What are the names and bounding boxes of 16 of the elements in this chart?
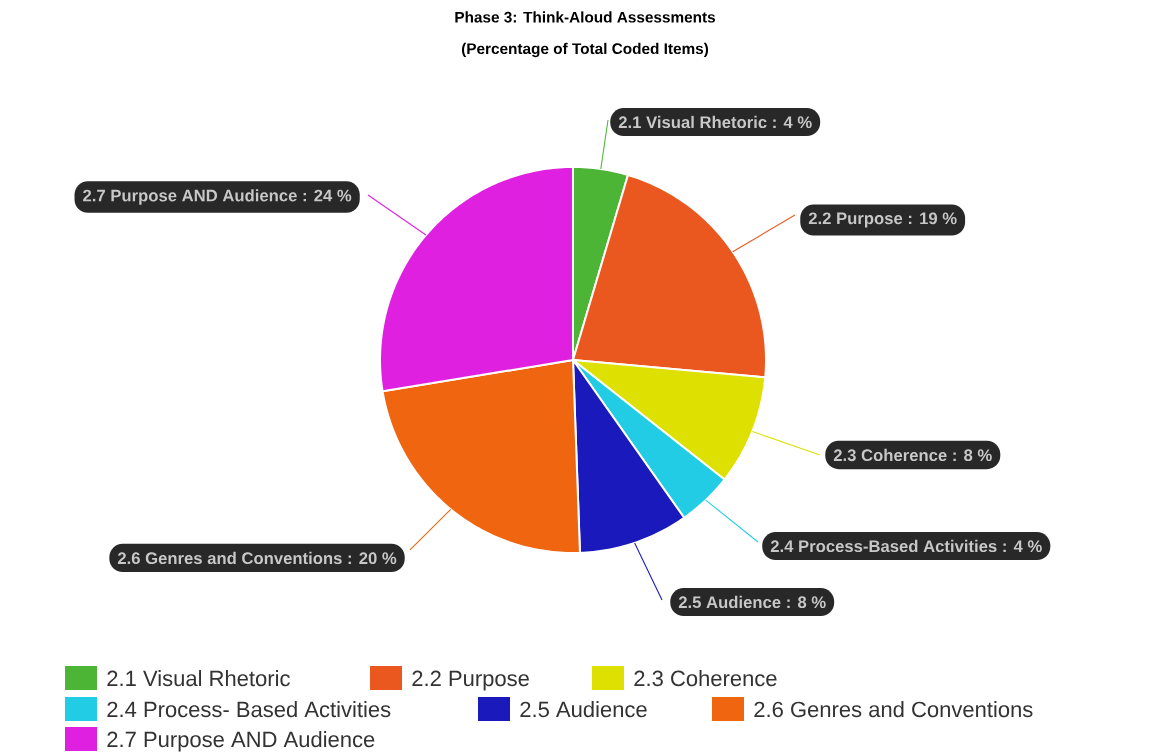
legend-label: 2.1 Visual Rhetoric bbox=[107, 670, 290, 687]
data-label: 2.7 Purpose AND Audience : 24 % bbox=[83, 189, 352, 205]
legend-label: 2.6 Genres and Conventions bbox=[754, 701, 1033, 718]
legend-label: 2.2 Purpose bbox=[412, 670, 529, 691]
data-label: 2.6 Genres and Conventions : 20 % bbox=[117, 551, 397, 565]
chart-title: Phase 3: Think-Aloud Assessments bbox=[455, 11, 716, 23]
legend-label: 2.5 Audience bbox=[520, 701, 647, 718]
chart-subtitle: (Percentage of Total Coded Items) bbox=[461, 42, 709, 58]
legend-label: 2.4 Process- Based Activities bbox=[107, 701, 391, 718]
data-label: 2.1 Visual Rhetoric : 4 % bbox=[618, 115, 812, 129]
data-label: 2.2 Purpose : 19 % bbox=[808, 212, 957, 228]
legend-label: 2.7 Purpose AND Audience bbox=[107, 731, 375, 752]
legend-label: 2.3 Coherence bbox=[634, 670, 777, 687]
data-label: 2.4 Process-Based Activities : 4 % bbox=[770, 539, 1042, 553]
data-label: 2.5 Audience : 8 % bbox=[678, 595, 826, 609]
data-label: 2.3 Coherence : 8 % bbox=[833, 448, 992, 462]
